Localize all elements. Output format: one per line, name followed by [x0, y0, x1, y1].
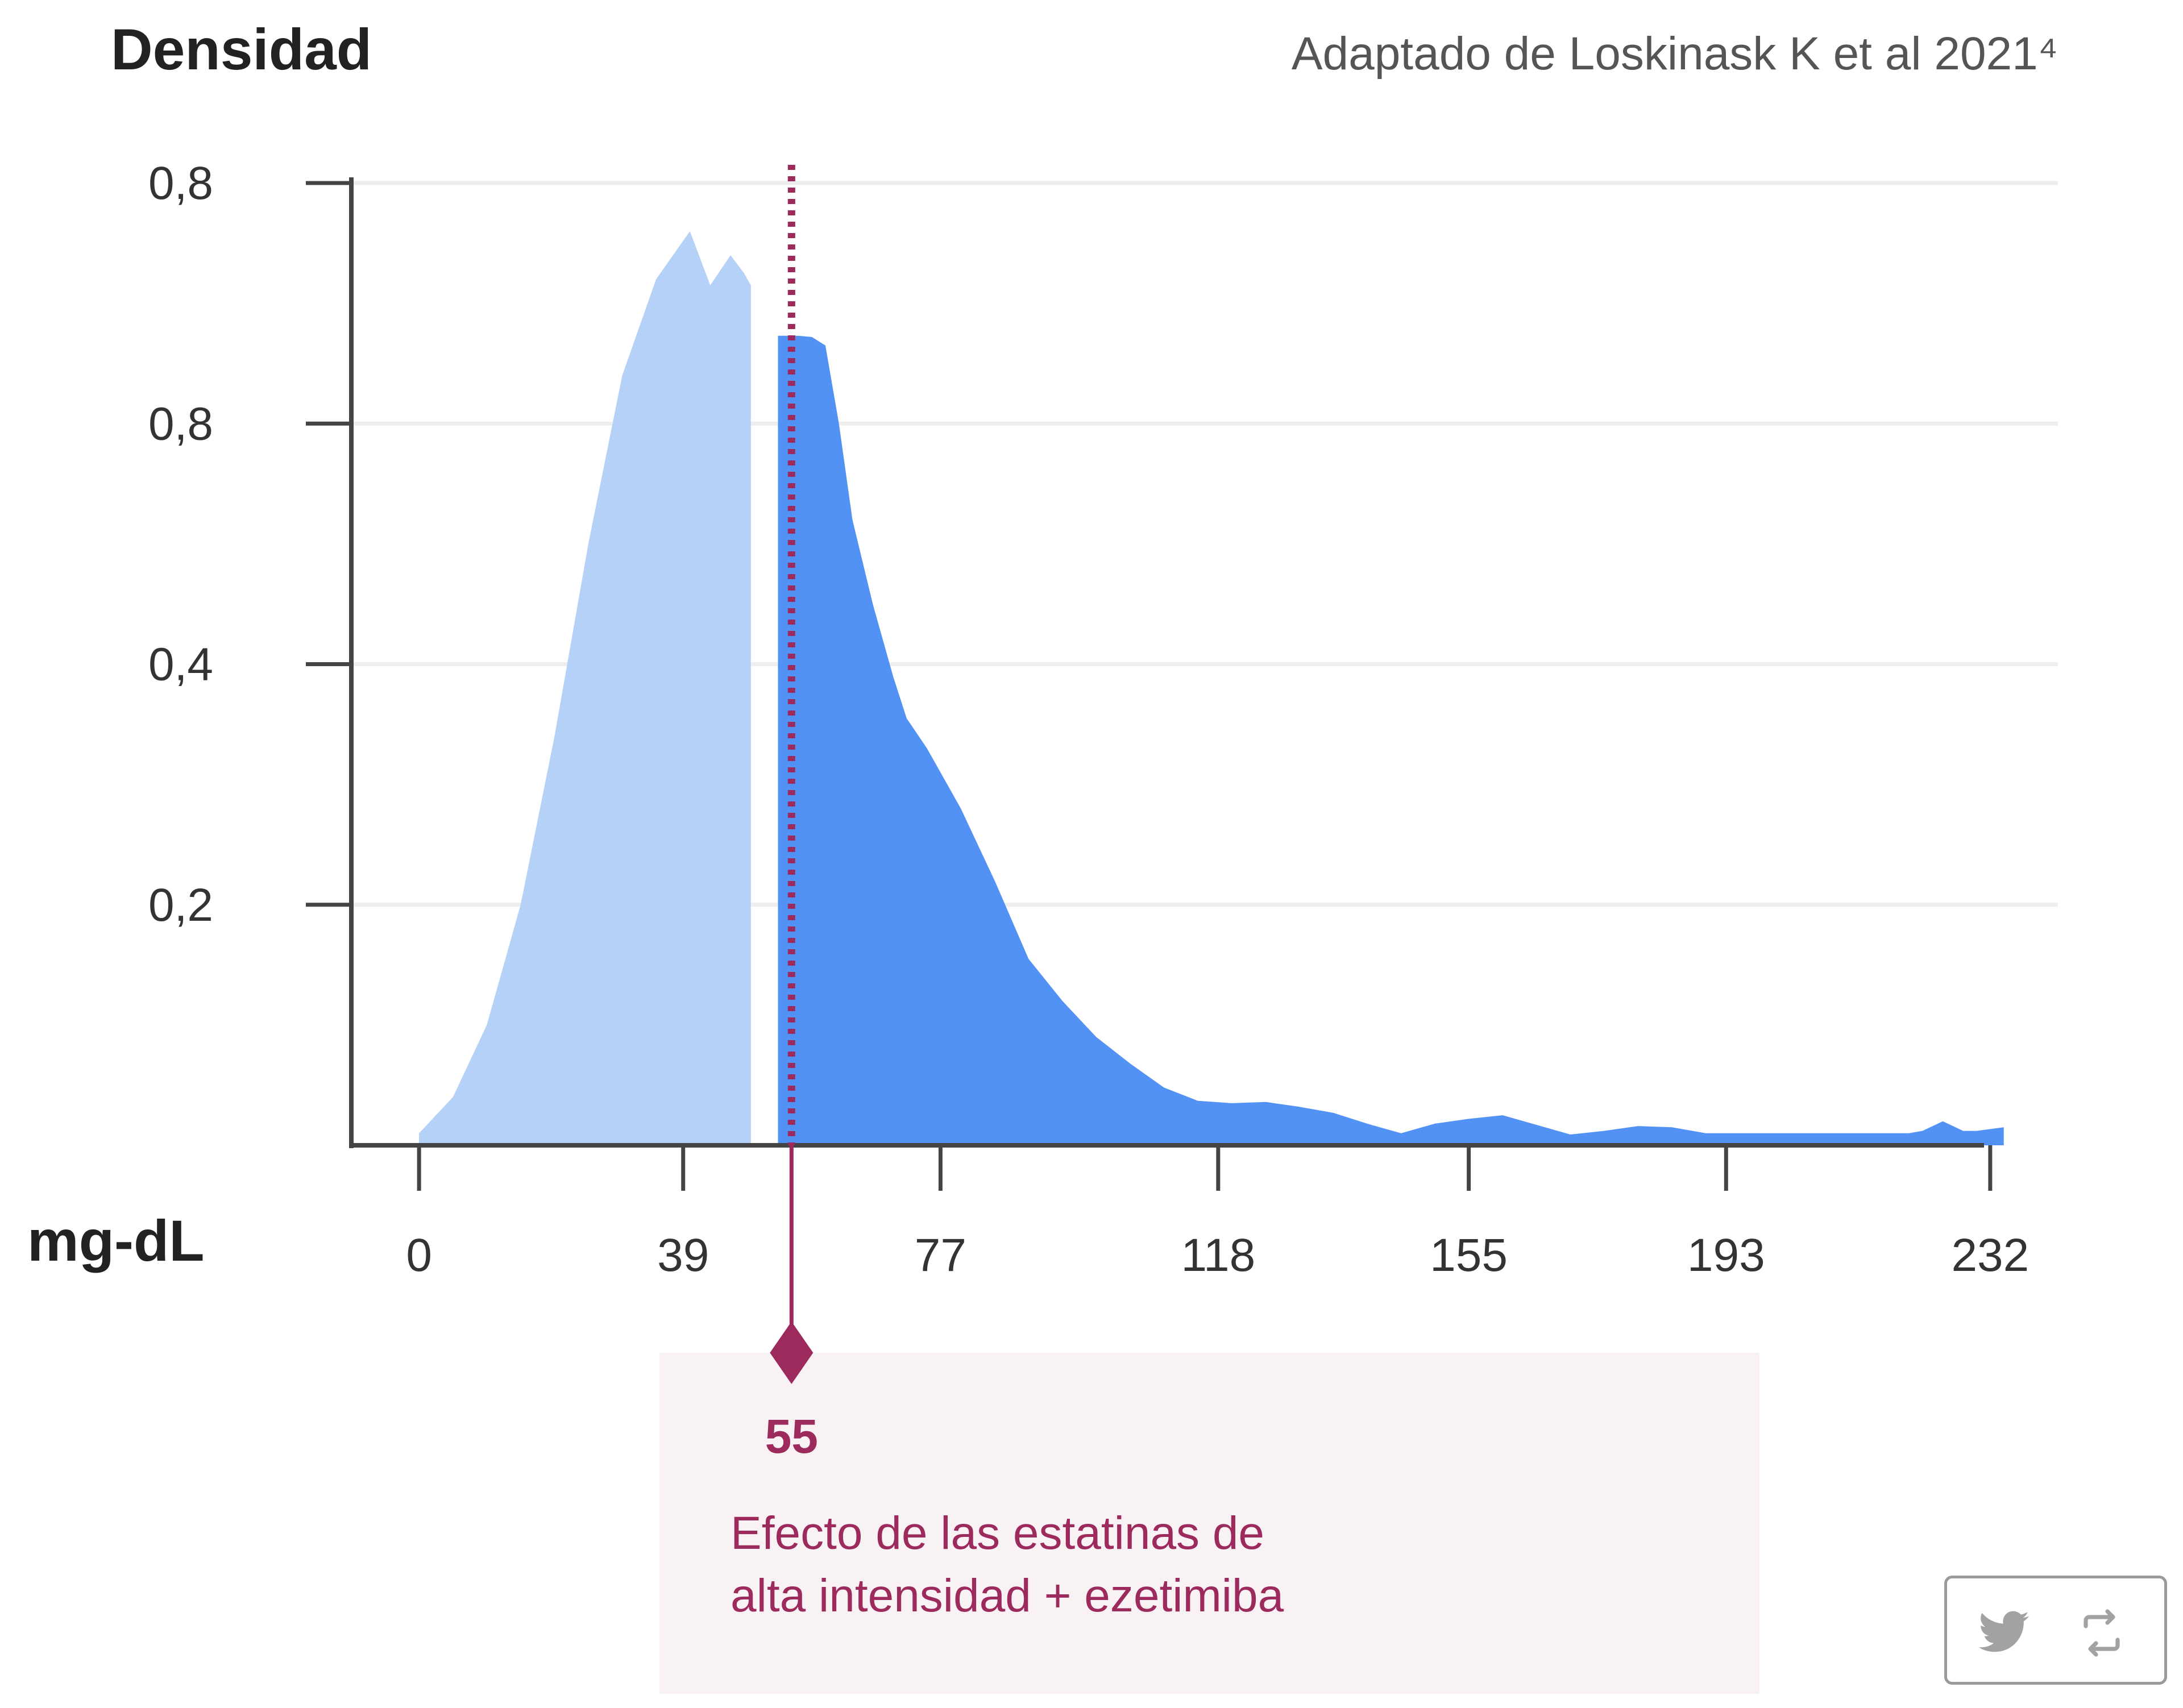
y-tick-label: 0,4	[148, 639, 213, 691]
x-tick-label: 193	[1687, 1229, 1765, 1281]
x-tick-label: 155	[1430, 1229, 1508, 1281]
density-area-2	[778, 335, 2004, 1145]
x-axis-title: mg-dL	[27, 1208, 205, 1273]
twitter-icon[interactable]	[1977, 1606, 2031, 1660]
annotation-box	[659, 1353, 1759, 1694]
x-tick-label: 77	[915, 1229, 966, 1281]
annotation-value: 55	[765, 1410, 818, 1463]
x-tick-label: 0	[406, 1229, 432, 1281]
y-tick-label: 0,8	[148, 398, 213, 450]
density-area-1	[419, 231, 751, 1146]
annotation-text-line: Efecto de las estatinas de	[731, 1507, 1264, 1559]
chart-title: Densidad	[111, 17, 372, 82]
share-widget	[1944, 1576, 2167, 1685]
retweet-icon[interactable]	[2074, 1606, 2129, 1660]
y-tick-label: 0,2	[148, 879, 213, 931]
source-note: Adaptado de Loskinask K et al 2021⁴	[1292, 28, 2058, 80]
reference-marker	[770, 1321, 814, 1384]
annotation-text-line: alta intensidad + ezetimiba	[731, 1570, 1284, 1622]
x-tick-label: 232	[1951, 1229, 2029, 1281]
x-tick-label: 39	[657, 1229, 709, 1281]
y-tick-label: 0,8	[148, 157, 213, 209]
x-tick-label: 118	[1181, 1229, 1255, 1281]
